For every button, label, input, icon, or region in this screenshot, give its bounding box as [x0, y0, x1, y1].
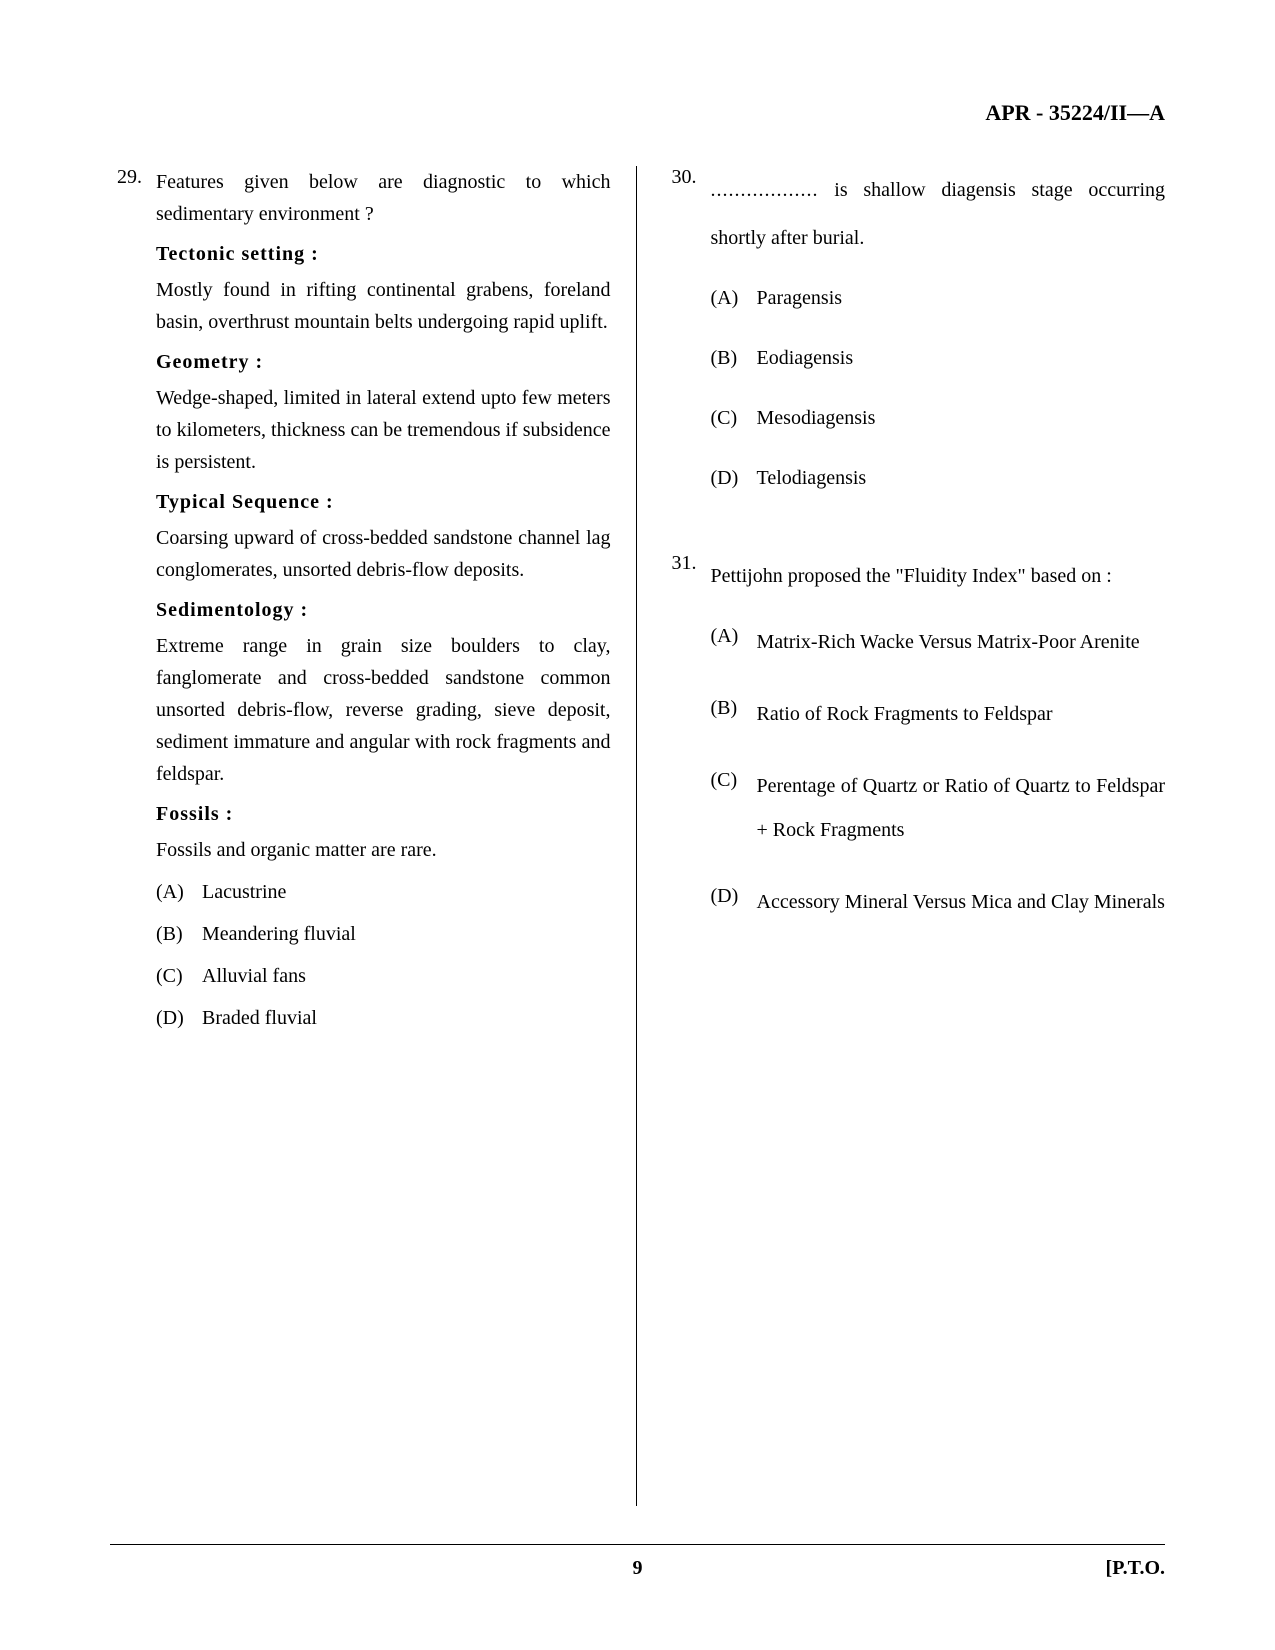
q30-option-d: (D) Telodiagensis — [711, 462, 1166, 494]
page-number: 9 — [633, 1557, 643, 1580]
option-letter: (C) — [156, 960, 192, 992]
q29-sec4-text: Fossils and organic matter are rare. — [156, 834, 611, 866]
q29-option-a: (A) Lacustrine — [156, 876, 611, 908]
q31-header: 31. Pettijohn proposed the "Fluidity Ind… — [665, 552, 1166, 952]
question-30: 30. .................. is shallow diagen… — [665, 166, 1166, 522]
question-31: 31. Pettijohn proposed the "Fluidity Ind… — [665, 552, 1166, 952]
q31-option-a: (A) Matrix-Rich Wacke Versus Matrix-Poor… — [711, 620, 1166, 664]
option-letter: (C) — [711, 764, 747, 852]
q29-option-c: (C) Alluvial fans — [156, 960, 611, 992]
q29-body: Features given below are diagnostic to w… — [156, 166, 611, 1044]
header-code: APR - 35224/II—A — [110, 100, 1165, 126]
q29-stem: Features given below are diagnostic to w… — [156, 166, 611, 230]
right-column: 30. .................. is shallow diagen… — [637, 166, 1166, 1506]
option-letter: (D) — [156, 1002, 192, 1034]
option-text: Mesodiagensis — [757, 402, 1166, 434]
q31-stem: Pettijohn proposed the "Fluidity Index" … — [711, 552, 1166, 600]
option-text: Lacustrine — [202, 876, 611, 908]
q29-sec0-text: Mostly found in rifting continental grab… — [156, 274, 611, 338]
option-letter: (A) — [156, 876, 192, 908]
option-letter: (A) — [711, 282, 747, 314]
left-column: 29. Features given below are diagnostic … — [110, 166, 637, 1506]
option-text: Accessory Mineral Versus Mica and Clay M… — [757, 880, 1166, 924]
q31-option-b: (B) Ratio of Rock Fragments to Feldspar — [711, 692, 1166, 736]
q30-body: .................. is shallow diagensis … — [711, 166, 1166, 522]
option-text: Matrix-Rich Wacke Versus Matrix-Poor Are… — [757, 620, 1166, 664]
question-29: 29. Features given below are diagnostic … — [110, 166, 611, 1044]
q30-stem: .................. is shallow diagensis … — [711, 166, 1166, 262]
option-text: Meandering fluvial — [202, 918, 611, 950]
q31-option-c: (C) Perentage of Quartz or Ratio of Quar… — [711, 764, 1166, 852]
option-letter: (D) — [711, 880, 747, 924]
q31-options: (A) Matrix-Rich Wacke Versus Matrix-Poor… — [711, 620, 1166, 924]
pto-label: [P.T.O. — [1106, 1557, 1165, 1580]
q29-number: 29. — [110, 166, 142, 189]
q30-blank: .................. — [711, 179, 819, 201]
q29-sec4-label: Fossils : — [156, 798, 611, 830]
option-text: Eodiagensis — [757, 342, 1166, 374]
q31-number: 31. — [665, 552, 697, 575]
q30-option-b: (B) Eodiagensis — [711, 342, 1166, 374]
q29-sec2-label: Typical Sequence : — [156, 486, 611, 518]
q31-body: Pettijohn proposed the "Fluidity Index" … — [711, 552, 1166, 952]
option-text: Perentage of Quartz or Ratio of Quartz t… — [757, 764, 1166, 852]
q30-option-c: (C) Mesodiagensis — [711, 402, 1166, 434]
q29-sec0-label: Tectonic setting : — [156, 238, 611, 270]
page-container: APR - 35224/II—A 29. Features given belo… — [0, 0, 1275, 1650]
q29-sec2-text: Coarsing upward of cross-bedded sandston… — [156, 522, 611, 586]
q29-sec3-text: Extreme range in grain size boulders to … — [156, 630, 611, 790]
q29-option-d: (D) Braded fluvial — [156, 1002, 611, 1034]
q30-option-a: (A) Paragensis — [711, 282, 1166, 314]
q29-option-b: (B) Meandering fluvial — [156, 918, 611, 950]
q29-sec1-label: Geometry : — [156, 346, 611, 378]
q29-sec3-label: Sedimentology : — [156, 594, 611, 626]
q29-options: (A) Lacustrine (B) Meandering fluvial (C… — [156, 876, 611, 1034]
option-text: Ratio of Rock Fragments to Feldspar — [757, 692, 1166, 736]
option-text: Alluvial fans — [202, 960, 611, 992]
option-letter: (A) — [711, 620, 747, 664]
option-letter: (B) — [711, 342, 747, 374]
q31-option-d: (D) Accessory Mineral Versus Mica and Cl… — [711, 880, 1166, 924]
option-text: Braded fluvial — [202, 1002, 611, 1034]
option-letter: (C) — [711, 402, 747, 434]
q30-options: (A) Paragensis (B) Eodiagensis (C) Mesod… — [711, 282, 1166, 494]
option-text: Paragensis — [757, 282, 1166, 314]
content-columns: 29. Features given below are diagnostic … — [110, 166, 1165, 1506]
option-letter: (D) — [711, 462, 747, 494]
option-text: Telodiagensis — [757, 462, 1166, 494]
q29-sec1-text: Wedge-shaped, limited in lateral extend … — [156, 382, 611, 478]
option-letter: (B) — [711, 692, 747, 736]
q30-number: 30. — [665, 166, 697, 189]
option-letter: (B) — [156, 918, 192, 950]
page-footer: 9 [P.T.O. — [110, 1544, 1165, 1580]
q29-header: 29. Features given below are diagnostic … — [110, 166, 611, 1044]
q30-header: 30. .................. is shallow diagen… — [665, 166, 1166, 522]
